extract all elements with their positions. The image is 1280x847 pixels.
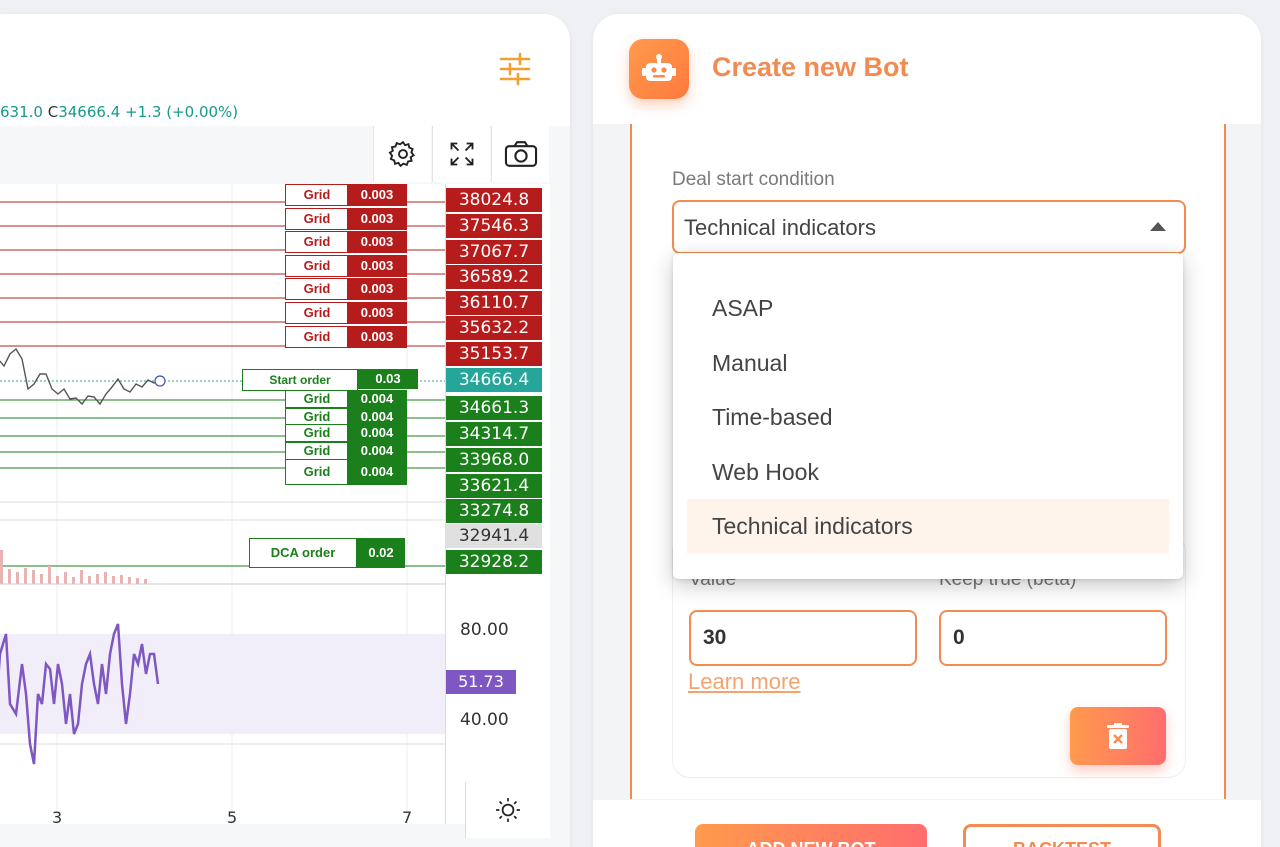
screenshot-button[interactable] [491,126,549,182]
sell-price-tag: 35153.7 [446,342,542,366]
buy-grid-label[interactable]: Grid [285,390,349,408]
sell-price-tag: 35632.2 [446,316,542,340]
trash-icon [1107,723,1129,749]
deal-start-value: Technical indicators [684,215,876,240]
sell-price-tag: 36110.7 [446,291,542,315]
chart-theme-button[interactable] [465,782,550,838]
sell-price-tag: 38024.8 [446,188,542,212]
dca-price-tag: 32928.2 [446,550,542,574]
sell-grid-qty: 0.003 [347,208,407,230]
buy-grid-qty: 0.004 [347,408,407,426]
dropdown-option-web-hook[interactable]: Web Hook [712,458,819,485]
deal-start-label: Deal start condition [672,169,835,190]
last-price-marker [154,375,166,387]
sell-grid-qty: 0.003 [347,302,407,324]
buy-grid-qty: 0.004 [347,442,407,460]
x-tick: 5 [227,808,238,827]
sell-price-tag: 37067.7 [446,240,542,264]
gear-icon [388,140,415,168]
value-input[interactable] [689,610,917,666]
sell-grid-label[interactable]: Grid [285,326,349,348]
rsi-upper-level: 80.00 [460,620,509,640]
robot-icon [629,39,689,99]
buy-grid-qty: 0.004 [347,390,407,408]
sun-icon [496,798,520,822]
rsi-line [0,623,160,765]
sell-grid-label[interactable]: Grid [285,208,349,230]
deal-start-select[interactable]: Technical indicators [672,200,1186,254]
sell-grid-qty: 0.003 [347,255,407,277]
fullscreen-button[interactable] [432,126,490,182]
ohlc-readout: 631.0 C34666.4 +1.3 (+0.00%) [0,103,238,121]
dropdown-option-technical-indicators[interactable]: Technical indicators [687,499,1169,554]
dca-order-label[interactable]: DCA order [249,538,357,568]
current-price-tag: 34666.4 [446,368,542,392]
buy-price-tag: 33274.8 [446,499,542,523]
x-tick: 7 [402,808,413,827]
buy-grid-qty: 0.004 [347,424,407,442]
learn-more-link[interactable]: Learn more [688,669,801,694]
buy-grid-label[interactable]: Grid [285,424,349,442]
rsi-lower-level: 40.00 [460,710,509,730]
ohlc-close-label: C [47,103,59,121]
delete-indicator-button[interactable] [1070,707,1166,765]
sell-grid-label[interactable]: Grid [285,278,349,300]
dropdown-option-manual[interactable]: Manual [712,349,788,376]
sell-grid-qty: 0.003 [347,184,407,206]
chart-settings-button[interactable] [373,126,431,182]
volume-bars [0,550,147,584]
caret-up-icon [1150,222,1166,231]
start-order-qty: 0.03 [358,369,418,389]
bot-title: Create new Bot [712,52,909,82]
sell-grid-label[interactable]: Grid [285,302,349,324]
buy-grid-qty: 0.004 [347,459,407,485]
keep-true-input[interactable] [939,610,1167,666]
dropdown-option-asap[interactable]: ASAP [712,295,774,321]
price-candles [0,347,161,406]
deal-start-dropdown: ASAP Manual Time-based Web Hook Technica… [673,253,1183,579]
sell-grid-qty: 0.003 [347,326,407,348]
dropdown-option-time-based[interactable]: Time-based [712,404,833,430]
sell-grid-label[interactable]: Grid [285,231,349,253]
sell-price-tag: 36589.2 [446,265,542,289]
dca-order-qty: 0.02 [357,538,405,568]
sell-price-tag: 37546.3 [446,214,542,238]
buy-price-tag: 34661.3 [446,396,542,420]
sell-grid-qty: 0.003 [347,278,407,300]
buy-grid-label[interactable]: Grid [285,442,349,460]
filter-settings-icon[interactable] [498,52,532,86]
chart-header [0,14,570,124]
add-new-bot-button[interactable]: ADD NEW BOT [695,824,927,847]
sell-grid-label[interactable]: Grid [285,184,349,206]
camera-icon [504,141,537,167]
buy-price-tag: 33621.4 [446,474,542,498]
buy-grid-label[interactable]: Grid [285,408,349,426]
mid-price-tag: 32941.4 [446,524,542,548]
buy-price-tag: 33968.0 [446,448,542,472]
ohlc-close: 34666.4 +1.3 (+0.00%) [58,103,239,121]
sell-grid-label[interactable]: Grid [285,255,349,277]
bot-footer: ADD NEW BOT BACKTEST [593,800,1261,847]
buy-grid-label[interactable]: Grid [285,459,349,485]
start-order-label[interactable]: Start order [242,369,358,391]
rsi-value-tag: 51.73 [446,670,516,694]
buy-price-tag: 34314.7 [446,422,542,446]
price-axis[interactable]: 38024.8 37546.3 37067.7 36589.2 36110.7 … [445,184,550,824]
sell-grid-qty: 0.003 [347,231,407,253]
expand-icon [450,142,473,166]
chart-card: 631.0 C34666.4 +1.3 (+0.00%) [0,14,570,847]
backtest-button[interactable]: BACKTEST [963,824,1161,847]
rsi-band [0,634,445,734]
bot-header: Create new Bot [593,14,1261,124]
ohlc-low: 631.0 [0,103,43,121]
x-tick: 3 [52,808,63,827]
